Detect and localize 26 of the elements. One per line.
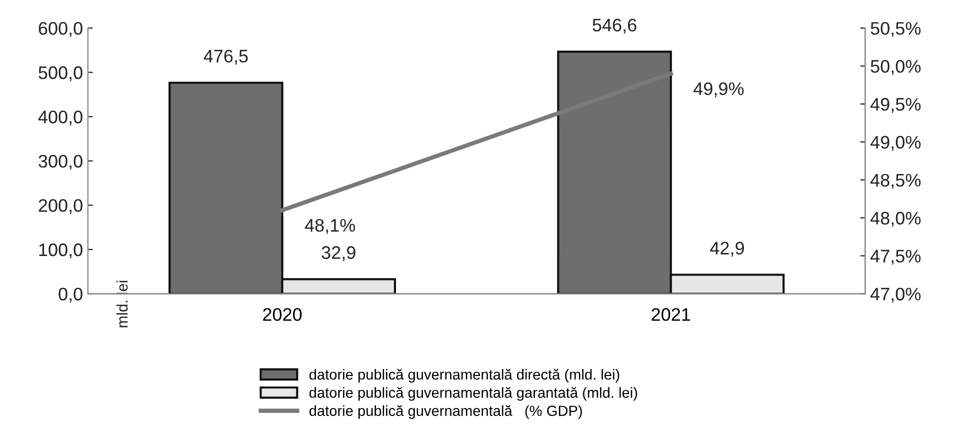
y2-tick-label: 47,5%	[870, 250, 921, 265]
data-label: 546,6	[592, 18, 636, 34]
y2-tick-label: 50,5%	[870, 22, 921, 37]
y2-tick-label: 47,0%	[870, 288, 921, 303]
y2-tick-label: 48,0%	[870, 212, 921, 227]
data-label: 49,9%	[694, 82, 744, 98]
y2-tick-label: 50,0%	[870, 60, 921, 75]
x-tick-label: 2020	[263, 308, 302, 321]
data-label: 476,5	[204, 50, 248, 65]
y-tick-label: 300,0	[38, 154, 82, 170]
x-tick-label: 2021	[652, 308, 690, 321]
legend-label: datorie publică guvernamentală (% GDP)	[309, 405, 582, 419]
y-tick-label: 600,0	[38, 22, 82, 37]
y-tick-label: 400,0	[38, 110, 82, 126]
y2-tick-label: 48,5%	[870, 174, 921, 189]
legend-label: datorie publică guvernamentală garantată (mld. lei)	[309, 386, 638, 401]
data-label: 32,9	[322, 246, 356, 262]
data-label: 42,9	[710, 242, 744, 257]
data-label: 48,1%	[304, 218, 356, 234]
y-tick-label: 100,0	[39, 243, 82, 258]
y-tick-label: 500,0	[38, 66, 82, 82]
y-tick-label: 200,0	[38, 199, 82, 214]
y2-tick-label: 49,0%	[870, 136, 921, 151]
y2-tick-label: 49,5%	[870, 98, 921, 113]
y-tick-label: 0,0	[58, 288, 82, 303]
legend-label: datorie publică guvernamentală directă (mld. lei)	[309, 368, 620, 383]
